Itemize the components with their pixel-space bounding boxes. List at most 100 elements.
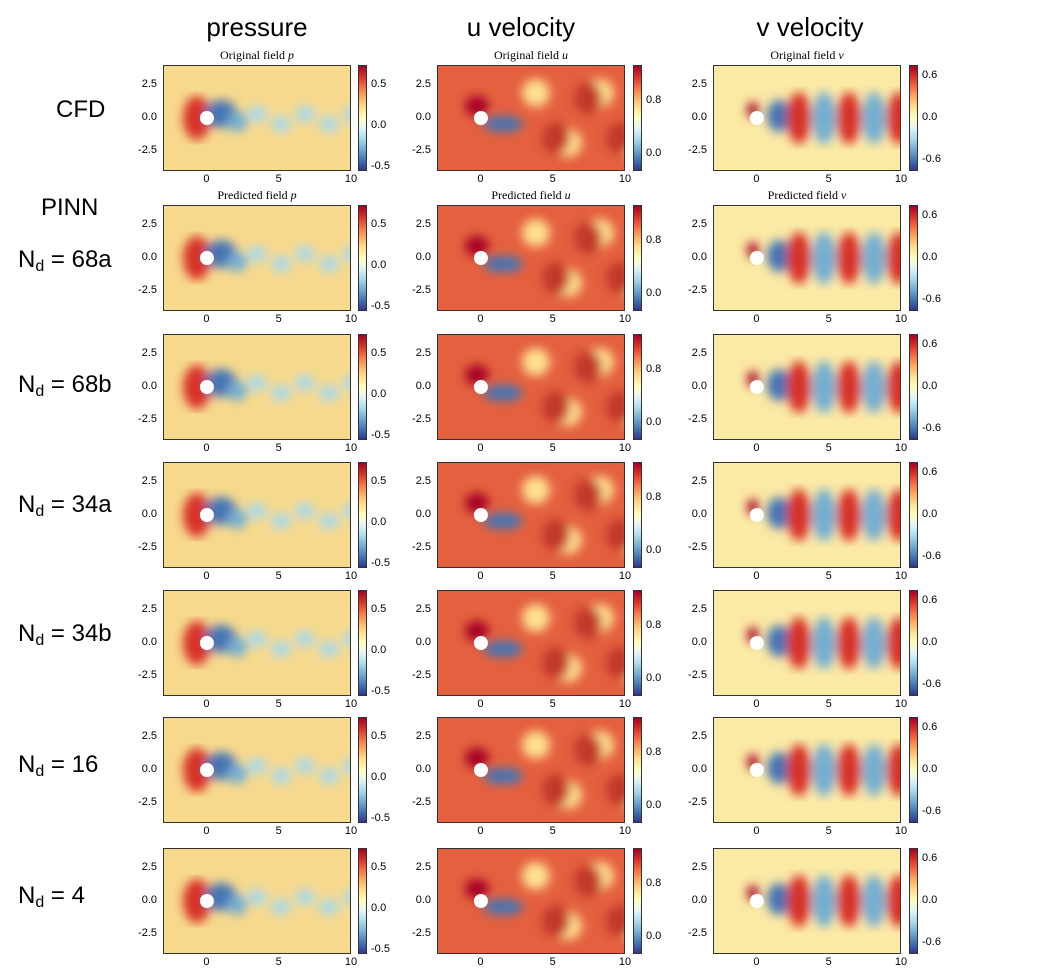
column-header: pressure <box>206 12 308 42</box>
flow-structure <box>541 774 570 806</box>
y-tick-label: -2.5 <box>412 541 431 554</box>
flow-structure <box>270 116 291 132</box>
y-tick-label: 2.5 <box>691 474 707 487</box>
flow-structure <box>573 865 602 897</box>
flow-structure <box>182 365 211 409</box>
y-tick-label: -2.5 <box>688 927 707 940</box>
x-tick-label: 0 <box>203 698 210 710</box>
cylinder <box>749 894 764 908</box>
panel-title: Original field v <box>770 48 844 62</box>
flow-structure <box>482 899 523 915</box>
flow-structure <box>246 503 267 519</box>
cylinder <box>199 763 214 777</box>
colorbar-tick-label: 0.6 <box>922 68 938 81</box>
y-tick-label: -2.5 <box>412 413 431 426</box>
colorbar-tick-label: 0.0 <box>646 799 662 812</box>
x-tick-label: 10 <box>894 698 908 710</box>
y-tick-label: -2.5 <box>138 927 157 940</box>
flow-structure <box>294 375 315 391</box>
y-tick-label: 0.0 <box>415 111 431 123</box>
y-tick-label: 0.0 <box>141 508 157 520</box>
flow-structure <box>836 361 861 413</box>
y-tick-label: 2.5 <box>415 474 431 487</box>
flow-structure <box>573 734 602 766</box>
x-tick-label: 5 <box>275 956 282 968</box>
colorbar-tick-label: 0.0 <box>646 416 662 429</box>
colorbar-tick-label: 0.0 <box>922 251 938 263</box>
colorbar <box>358 462 367 568</box>
colorbar-tick-label: -0.6 <box>922 936 941 949</box>
y-tick-label: 0.0 <box>691 636 707 648</box>
flow-structure <box>182 621 211 665</box>
flow-structure <box>226 112 247 132</box>
y-tick-label: 2.5 <box>415 860 431 873</box>
flow-structure <box>886 489 900 541</box>
cylinder <box>199 636 214 650</box>
colorbar-tick-label: 0.5 <box>371 730 387 743</box>
x-tick-label: 5 <box>275 173 282 185</box>
colorbar <box>909 848 918 954</box>
x-tick-label: 0 <box>753 442 760 454</box>
flow-structure <box>541 519 570 551</box>
x-tick-label: 5 <box>549 956 556 968</box>
x-tick-label: 5 <box>549 570 556 582</box>
x-tick-label: 0 <box>203 825 210 837</box>
y-tick-label: 0.0 <box>691 508 707 520</box>
x-tick-label: 5 <box>275 570 282 582</box>
cylinder <box>749 111 764 125</box>
flow-structure <box>811 361 836 413</box>
colorbar-tick-label: 0.5 <box>371 347 387 360</box>
colorbar-tick-label: 0.0 <box>646 287 662 300</box>
y-tick-label: -2.5 <box>688 284 707 297</box>
x-tick-label: 10 <box>618 313 632 325</box>
flow-structure <box>886 92 900 144</box>
colorbar <box>633 462 642 568</box>
flow-structure <box>861 875 886 927</box>
flow-structure <box>766 497 791 529</box>
column-header: u velocity <box>466 12 576 42</box>
flow-structure <box>861 92 886 144</box>
flow-structure <box>482 768 523 784</box>
cylinder <box>749 763 764 777</box>
x-tick-label: 0 <box>477 825 484 837</box>
y-tick-label: 0.0 <box>141 636 157 648</box>
x-tick-label: 5 <box>275 313 282 325</box>
x-tick-label: 10 <box>618 956 632 968</box>
y-tick-label: 0.0 <box>415 508 431 520</box>
colorbar-tick-label: 0.0 <box>922 111 938 123</box>
colorbar-tick-label: 0.8 <box>646 94 662 107</box>
flow-structure <box>464 236 489 256</box>
y-tick-label: 2.5 <box>141 602 157 615</box>
flow-structure <box>861 232 886 284</box>
y-tick-label: 0.0 <box>415 894 431 906</box>
flow-structure <box>786 92 811 144</box>
colorbar-tick-label: 0.5 <box>371 218 387 231</box>
colorbar <box>358 205 367 311</box>
flow-structure <box>342 631 350 647</box>
flow-structure <box>182 236 211 280</box>
colorbar-tick-label: 0.5 <box>371 78 387 91</box>
colorbar-tick-label: -0.5 <box>371 299 390 312</box>
flow-structure <box>226 895 247 915</box>
colorbar-tick-label: 0.6 <box>922 465 938 478</box>
flow-structure <box>836 92 861 144</box>
heatmap-field <box>713 334 901 440</box>
y-tick-label: 0.0 <box>691 763 707 775</box>
x-tick-label: 5 <box>825 570 832 582</box>
heatmap-field <box>437 590 625 696</box>
y-tick-label: 2.5 <box>415 217 431 230</box>
y-tick-label: -2.5 <box>138 541 157 554</box>
y-tick-label: 0.0 <box>691 251 707 263</box>
flow-structure <box>861 744 886 796</box>
y-tick-label: 0.0 <box>141 251 157 263</box>
flow-structure <box>886 617 900 669</box>
x-tick-label: 5 <box>549 825 556 837</box>
flow-structure <box>541 122 570 154</box>
colorbar-tick-label: 0.6 <box>922 337 938 350</box>
flow-structure <box>521 219 550 247</box>
flow-structure <box>886 744 900 796</box>
cylinder <box>749 380 764 394</box>
flow-structure <box>342 106 350 122</box>
colorbar-tick-label: 0.0 <box>371 119 387 132</box>
x-tick-label: 10 <box>618 570 632 582</box>
